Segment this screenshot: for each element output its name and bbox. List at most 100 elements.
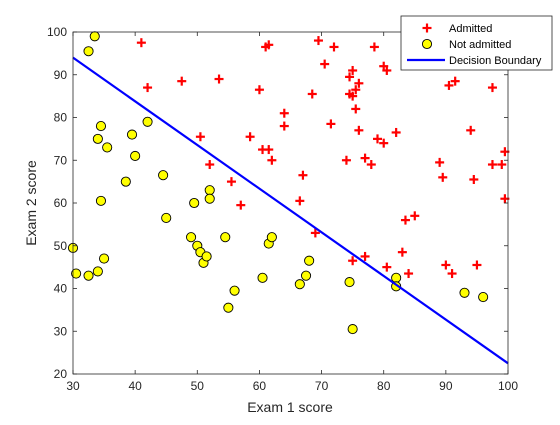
legend-label: Not admitted <box>449 39 511 51</box>
y-tick-label: 80 <box>54 111 68 125</box>
not-admitted-point <box>300 270 312 281</box>
y-tick-label: 70 <box>54 153 68 167</box>
legend-circle-icon <box>421 38 433 50</box>
admitted-point <box>447 269 457 279</box>
not-admitted-point <box>186 232 197 243</box>
not-admitted-point <box>142 116 153 127</box>
admitted-point <box>341 155 351 165</box>
admitted-point <box>295 196 305 206</box>
admitted-point <box>348 256 358 266</box>
admitted-point <box>264 145 274 155</box>
admitted-point <box>487 160 497 170</box>
not-admitted-point <box>220 232 231 243</box>
not-admitted-point <box>391 272 402 283</box>
admitted-point <box>366 160 376 170</box>
not-admitted-point <box>92 133 103 144</box>
admitted-point <box>469 174 479 184</box>
admitted-point <box>345 72 355 82</box>
y-tick-label: 50 <box>54 239 68 253</box>
not-admitted-point <box>95 121 107 132</box>
not-admitted-point <box>201 251 212 262</box>
admitted-point <box>236 200 246 210</box>
admitted-point <box>373 134 382 144</box>
not-admitted-point <box>478 291 489 303</box>
admitted-point <box>279 121 289 131</box>
not-admitted-point <box>189 197 200 209</box>
not-admitted-point <box>223 302 234 313</box>
admitted-point <box>348 65 358 75</box>
admitted-point <box>143 83 153 93</box>
admitted-point <box>245 132 255 142</box>
admitted-point <box>444 80 454 90</box>
legend-item: Not admitted <box>421 38 511 51</box>
not-admitted-point <box>120 176 131 187</box>
admitted-point <box>226 177 236 187</box>
not-admitted-point <box>83 270 94 281</box>
admitted-point <box>472 260 482 270</box>
not-admitted-point <box>304 255 315 266</box>
not-admitted-point <box>102 142 113 153</box>
not-admitted-point <box>95 195 107 206</box>
admitted-point <box>382 262 392 272</box>
not-admitted-point <box>347 324 358 335</box>
x-tick-label: 70 <box>315 379 329 393</box>
y-axis-label: Exam 2 score <box>23 160 39 246</box>
admitted-point <box>177 76 187 86</box>
admitted-point <box>205 160 215 170</box>
admitted-point <box>307 89 317 99</box>
admitted-point <box>214 74 224 84</box>
admitted-point <box>329 42 339 52</box>
not-admitted-point <box>158 170 169 181</box>
admitted-point <box>466 125 476 135</box>
admitted-point <box>254 85 264 95</box>
x-tick-label: 40 <box>128 379 142 393</box>
not-admitted-point <box>204 193 215 204</box>
y-tick-label: 20 <box>54 367 68 381</box>
admitted-point <box>298 170 308 180</box>
admitted-point <box>326 119 336 129</box>
admitted-point <box>348 91 358 101</box>
not-admitted-point <box>161 212 172 224</box>
y-tick-label: 40 <box>54 282 68 296</box>
admitted-point <box>410 211 420 221</box>
x-tick-label: 80 <box>377 379 391 393</box>
legend-label: Decision Boundary <box>449 55 542 67</box>
not-admitted-point <box>99 253 110 264</box>
not-admitted-point <box>71 268 82 279</box>
x-tick-label: 100 <box>498 379 518 393</box>
admitted-point <box>438 172 448 182</box>
series-not-admitted <box>67 31 489 335</box>
admitted-point <box>279 108 289 118</box>
admitted-point <box>441 260 451 270</box>
admitted-point <box>400 215 410 225</box>
legend: Admitted Not admitted Decision Boundary <box>400 15 553 71</box>
admitted-point <box>267 155 277 165</box>
admitted-point <box>320 59 330 69</box>
not-admitted-point <box>459 287 470 298</box>
data-marks <box>67 31 510 365</box>
admitted-point <box>313 36 323 46</box>
admitted-point <box>450 76 460 86</box>
admitted-point <box>435 157 445 167</box>
admitted-point <box>354 78 364 88</box>
series-decision-boundary <box>72 56 509 365</box>
y-tick-label: 100 <box>47 25 67 39</box>
legend-item: Admitted <box>422 23 492 35</box>
axes-background <box>73 32 508 374</box>
x-tick-label: 60 <box>253 379 267 393</box>
not-admitted-point <box>266 232 277 243</box>
not-admitted-point <box>229 285 240 296</box>
admitted-point <box>351 104 361 114</box>
y-tick-label: 90 <box>54 68 68 82</box>
legend-label: Admitted <box>449 23 492 35</box>
decision-boundary-line <box>72 56 509 365</box>
admitted-point <box>136 38 146 48</box>
admitted-point <box>264 40 274 50</box>
x-tick-label: 90 <box>439 379 453 393</box>
admitted-point <box>195 132 205 142</box>
series-admitted <box>136 36 510 279</box>
admitted-point <box>360 153 370 163</box>
